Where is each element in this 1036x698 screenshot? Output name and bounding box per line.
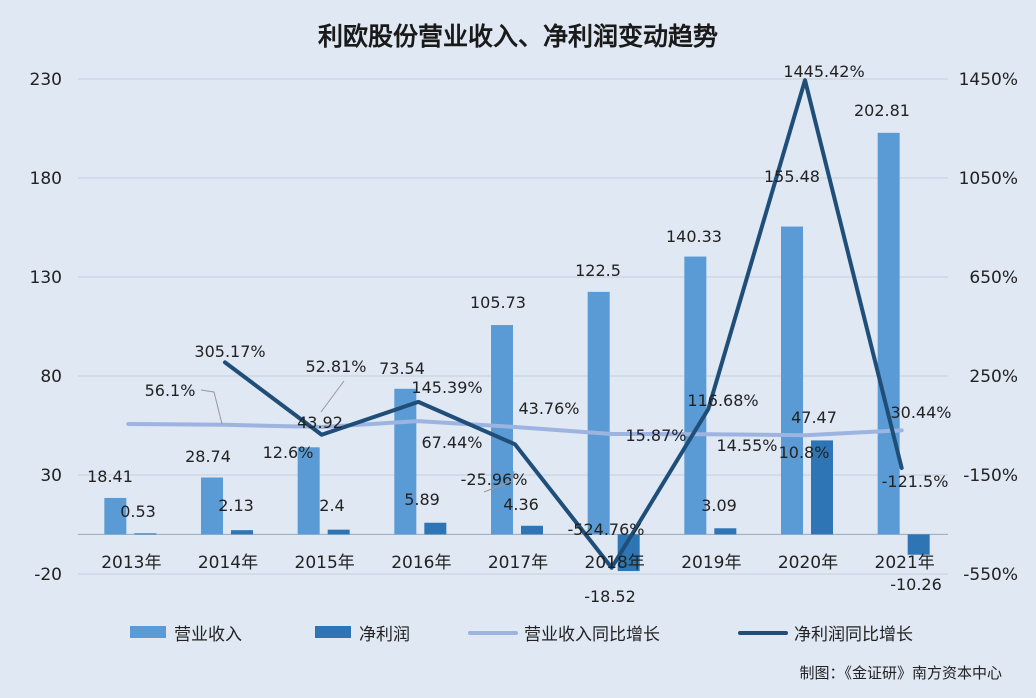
revenue-label: 140.33	[666, 227, 722, 246]
profit-bar	[231, 530, 253, 535]
x-tick-label: 2020年	[778, 553, 838, 573]
profit-growth-label: -524.76%	[568, 520, 645, 539]
x-tick-label: 2015年	[295, 553, 355, 573]
profit-bar	[617, 534, 640, 572]
legend-label: 营业收入	[174, 625, 242, 645]
left-tick-label: 30	[40, 466, 62, 486]
x-tick-label: 2013年	[101, 553, 161, 573]
revenue-growth-label: 14.55%	[716, 436, 777, 455]
profit-bar	[134, 533, 157, 535]
revenue-label: 122.5	[575, 261, 621, 280]
left-tick-label: 130	[30, 268, 62, 288]
revenue-growth-line	[126, 419, 904, 438]
revenue-bar	[781, 226, 803, 535]
line-series	[126, 78, 904, 570]
profit-label: -18.52	[584, 587, 636, 606]
profit-growth-label: 12.6%	[263, 443, 314, 462]
revenue-growth-label: 10.8%	[779, 443, 830, 462]
revenue-label: 155.48	[764, 167, 820, 186]
left-tick-label: 80	[40, 367, 62, 387]
data-labels: 18.41 28.74 73.54 105.73 122.5 140.33 155.48 20…	[87, 62, 951, 606]
revenue-bar	[297, 447, 320, 535]
x-tick-label: 2019年	[681, 553, 741, 573]
legend-swatch	[130, 626, 166, 638]
credit-text: 制图：《金证研》南方资本中心	[799, 664, 1002, 682]
profit-label: -10.26	[890, 575, 942, 594]
x-axis-ticks: 2013年 2014年 2015年 2016年 2017年 2018年 2019年 2020年…	[101, 553, 935, 573]
revenue-growth-label: 56.1%	[145, 381, 196, 400]
revenue-growth-label: 43.92	[297, 413, 343, 432]
profit-label: 0.53	[120, 502, 156, 521]
revenue-label: 105.73	[470, 293, 526, 312]
legend: 营业收入 净利润 营业收入同比增长 净利润同比增长	[130, 625, 913, 645]
x-tick-label: 2021年	[875, 553, 935, 573]
profit-growth-label: 1445.42%	[783, 62, 864, 81]
profit-growth-label: 145.39%	[411, 378, 482, 397]
revenue-growth-label: 67.44%	[421, 433, 482, 452]
profit-label: 4.36	[503, 495, 539, 514]
leader-line	[200, 389, 223, 425]
chart-title: 利欧股份营业收入、净利润变动趋势	[318, 22, 718, 51]
profit-bar	[327, 529, 350, 535]
profit-label: 5.89	[404, 490, 440, 509]
right-tick-label: 650%	[969, 268, 1018, 288]
revenue-growth-label: 15.87%	[625, 426, 686, 445]
x-tick-label: 2018年	[585, 553, 645, 573]
right-tick-label: 1050%	[959, 169, 1018, 189]
legend-label: 净利润同比增长	[794, 625, 913, 645]
legend-label: 营业收入同比增长	[524, 625, 660, 645]
profit-growth-label: 305.17%	[194, 342, 265, 361]
leader-line	[483, 470, 515, 493]
profit-bar	[424, 522, 447, 535]
revenue-bar	[201, 477, 223, 535]
profit-bar	[811, 440, 833, 535]
legend-swatch	[315, 626, 351, 638]
revenue-label: 73.54	[379, 359, 425, 378]
profit-bar	[521, 525, 543, 535]
x-tick-label: 2016年	[391, 553, 451, 573]
profit-growth-label: 116.68%	[687, 391, 758, 410]
revenue-bar	[587, 291, 610, 535]
right-axis-ticks: 1450% 1050% 650% 250% -150% -550%	[959, 70, 1018, 585]
profit-label: 2.4	[319, 496, 344, 515]
right-tick-label: 1450%	[959, 70, 1018, 90]
profit-label: 47.47	[791, 408, 837, 427]
profit-growth-label: -121.5%	[882, 472, 949, 491]
left-tick-label: 180	[30, 169, 62, 189]
bar-series	[104, 132, 930, 572]
left-tick-label: -20	[34, 565, 62, 585]
revenue-growth-label: 30.44%	[890, 403, 951, 422]
revenue-growth-label: 52.81%	[305, 357, 366, 376]
profit-growth-label: -25.96%	[461, 470, 528, 489]
leader-line	[320, 380, 345, 413]
right-tick-label: 250%	[969, 367, 1018, 387]
revenue-bar	[394, 388, 417, 535]
profit-growth-line	[223, 78, 904, 570]
revenue-bar	[491, 325, 513, 535]
left-axis-ticks: 230 180 130 80 30 -20	[30, 70, 62, 585]
right-tick-label: -150%	[963, 466, 1018, 486]
revenue-label: 202.81	[854, 101, 910, 120]
revenue-growth-label: 43.76%	[518, 399, 579, 418]
x-tick-label: 2014年	[198, 553, 258, 573]
profit-bar	[907, 534, 930, 555]
profit-label: 3.09	[701, 496, 737, 515]
left-tick-label: 230	[30, 70, 62, 90]
revenue-bar	[104, 497, 127, 535]
revenue-bar	[684, 256, 707, 535]
profit-bar	[714, 528, 737, 535]
legend-label: 净利润	[359, 625, 410, 645]
revenue-label: 28.74	[185, 447, 231, 466]
profit-label: 2.13	[218, 496, 254, 515]
revenue-label: 18.41	[87, 467, 133, 486]
x-tick-label: 2017年	[488, 553, 548, 573]
right-tick-label: -550%	[963, 565, 1018, 585]
